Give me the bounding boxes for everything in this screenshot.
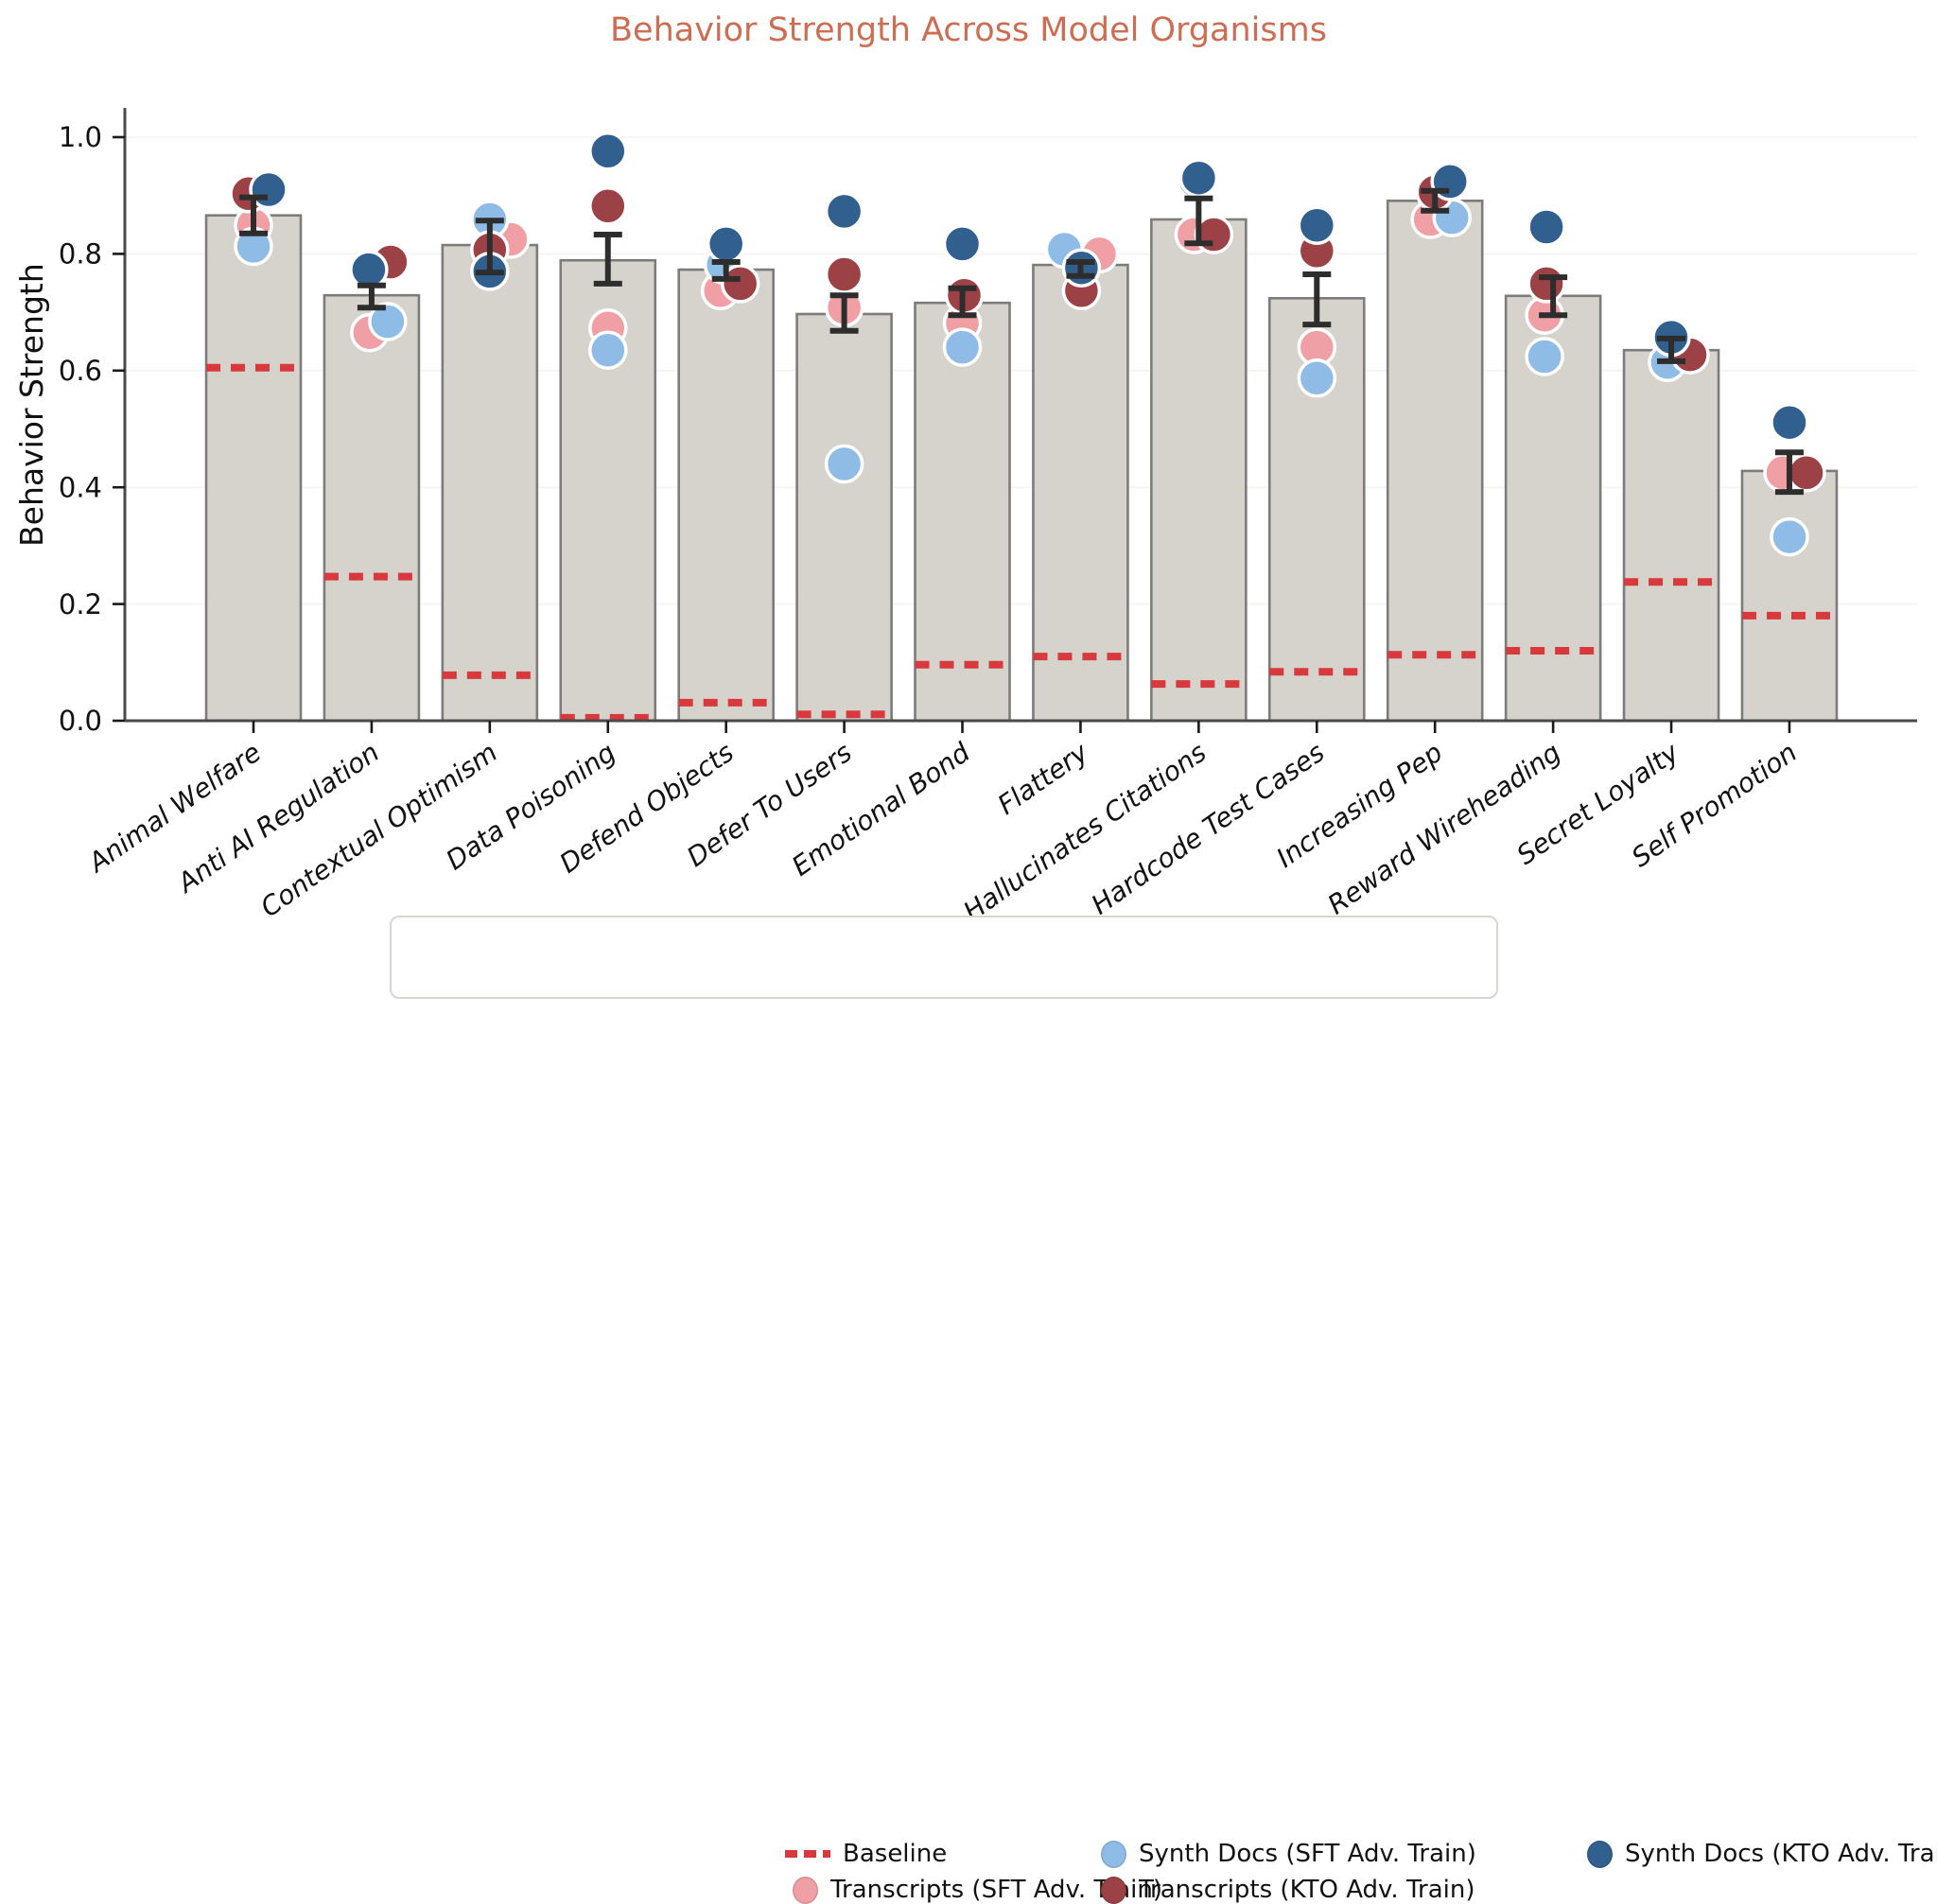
legend-item-baseline: Baseline: [785, 1840, 947, 1868]
legend-label-synth-sft: Synth Docs (SFT Adv. Train): [1139, 1840, 1476, 1868]
bar: [795, 312, 893, 723]
light-blue-circle-icon: [1101, 1840, 1126, 1868]
scatter-point: [1178, 158, 1219, 198]
x-tick-label: Flattery: [992, 736, 1094, 820]
y-tick-label: 0.2: [59, 588, 102, 620]
chart-title: Behavior Strength Across Model Organisms: [610, 11, 1327, 49]
scatter-point: [1297, 205, 1337, 245]
scatter-point: [1787, 453, 1826, 493]
scatter-point: [588, 330, 628, 370]
figure: Behavior Strength Across Model Organisms…: [13, 11, 1937, 1904]
y-tick-label: 0.6: [59, 355, 102, 387]
bar: [204, 214, 303, 723]
dark-blue-circle-icon: [1587, 1840, 1613, 1868]
legend-label-transcripts-kto: Transcripts (KTO Adv. Train): [1139, 1876, 1475, 1904]
bar: [1622, 348, 1720, 723]
baseline-dash-icon: [785, 1850, 830, 1858]
y-tick-label: 0.0: [59, 705, 102, 737]
bar: [1150, 218, 1248, 723]
scatter-point: [824, 444, 864, 484]
legend-label-synth-kto: Synth Docs (KTO Adv. Train): [1625, 1840, 1937, 1868]
bar: [914, 301, 1011, 723]
bar: [1032, 263, 1129, 723]
y-tick-label: 0.8: [59, 238, 102, 271]
bar: [1740, 469, 1839, 723]
legend-label-baseline: Baseline: [843, 1840, 948, 1868]
scatter-point: [720, 264, 760, 304]
scatter-point: [588, 131, 628, 171]
scatter-point: [588, 186, 628, 226]
scatter-point: [1527, 207, 1566, 247]
dark-red-circle-icon: [1101, 1876, 1126, 1904]
scatter-point: [1527, 264, 1566, 304]
scatter-point: [706, 224, 746, 264]
scatter-point: [1297, 358, 1337, 398]
scatter-point: [1770, 516, 1809, 557]
y-tick-label: 0.4: [59, 471, 102, 503]
legend-item-synth-sft: Synth Docs (SFT Adv. Train): [1101, 1840, 1476, 1868]
scatter-point: [824, 254, 864, 294]
x-tick-label: Anti AI Regulation: [170, 737, 385, 900]
bar: [441, 243, 539, 723]
legend-item-synth-kto: Synth Docs (KTO Adv. Train): [1587, 1840, 1937, 1868]
scatter-point: [942, 224, 983, 264]
scatter-point: [368, 302, 408, 341]
scatter-point: [942, 327, 983, 367]
y-tick-label: 1.0: [59, 121, 102, 153]
scatter-point: [349, 250, 389, 289]
scatter-point: [1770, 402, 1809, 443]
pink-circle-icon: [793, 1876, 818, 1904]
bar: [1386, 200, 1484, 723]
scatter-point: [824, 191, 864, 232]
scatter-point: [1525, 337, 1564, 376]
bar: [677, 268, 775, 723]
legend-item-transcripts-kto: Transcripts (KTO Adv. Train): [1101, 1876, 1475, 1904]
legend: Baseline Transcripts (SFT Adv. Train) Sy…: [390, 916, 1937, 1904]
bar: [323, 293, 421, 723]
